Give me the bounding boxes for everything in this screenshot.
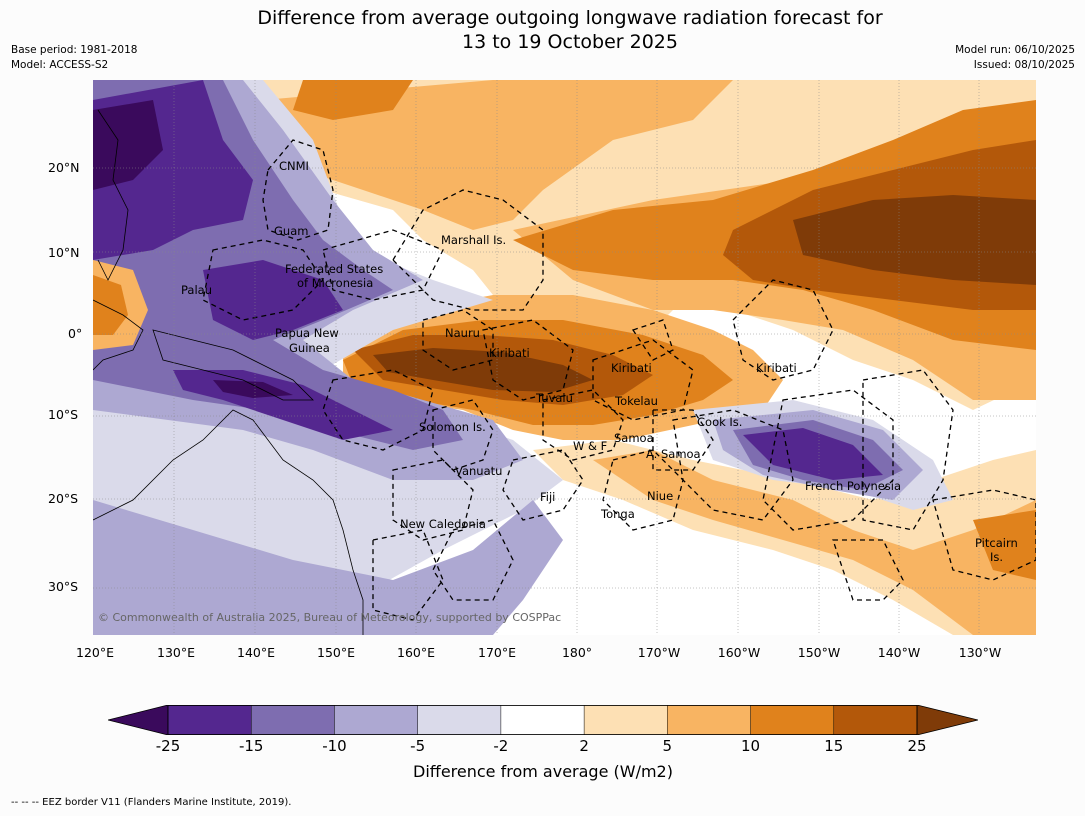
colorbar-title: Difference from average (W/m2) xyxy=(413,762,673,781)
copyright: © Commonwealth of Australia 2025, Bureau… xyxy=(98,611,561,624)
label-fsm-2: of Micronesia xyxy=(297,276,373,290)
colorbar-segment xyxy=(334,705,419,735)
label-palau: Palau xyxy=(181,283,212,297)
label-tonga: Tonga xyxy=(600,507,635,521)
lon-label: 140°E xyxy=(236,645,276,660)
meta-left: Base period: 1981-2018 Model: ACCESS-S2 xyxy=(11,43,137,73)
lat-label: 20°N xyxy=(48,160,80,175)
lon-label: 170°E xyxy=(477,645,517,660)
label-french-polynesia: French Polynesia xyxy=(805,479,901,493)
anomaly-shade-darkest-purple xyxy=(93,100,163,190)
lon-label: 160°E xyxy=(396,645,436,660)
label-vanuatu: Vanuatu xyxy=(455,464,502,478)
anomaly-shade-dark-purple-east xyxy=(743,428,883,480)
anomaly-shade-medium-purple-south xyxy=(93,500,563,635)
colorbar-segment xyxy=(500,705,585,735)
colorbar-segment xyxy=(750,705,835,735)
lat-label: 20°S xyxy=(48,491,79,506)
lon-label: 160°W xyxy=(717,645,761,660)
olr-anomaly-map: CNMI Guam Marshall Is. Federated States … xyxy=(93,80,1036,635)
indonesia-coastline xyxy=(93,299,144,371)
base-period: Base period: 1981-2018 xyxy=(11,44,138,56)
colorbar-tick-label: -15 xyxy=(238,737,264,755)
chart-title: Difference from average outgoing longwav… xyxy=(0,6,1085,54)
lat-label: 0° xyxy=(68,326,83,341)
lon-label: 130°E xyxy=(156,645,196,660)
label-solomon: Solomon Is. xyxy=(419,420,486,434)
label-new-caledonia: New Caledonia xyxy=(400,517,486,531)
label-tuvalu: Tuvalu xyxy=(535,391,573,405)
label-cnmi: CNMI xyxy=(279,159,309,173)
australia-coastline xyxy=(93,409,364,635)
label-tokelau: Tokelau xyxy=(614,394,658,408)
title-line-2: 13 to 19 October 2025 xyxy=(462,31,678,53)
model-run: Model run: 06/10/2025 xyxy=(955,44,1075,56)
label-fiji: Fiji xyxy=(540,490,555,504)
lon-label: 130°W xyxy=(958,645,1002,660)
eez-borders xyxy=(202,139,1036,621)
lon-label: 150°E xyxy=(316,645,356,660)
lat-label: 10°N xyxy=(48,245,80,260)
label-png-2: Guinea xyxy=(289,341,330,355)
colorbar-tick-label: 15 xyxy=(824,737,844,755)
label-wf: W & F xyxy=(573,439,607,453)
colorbar-segment xyxy=(833,705,918,735)
colorbar-tick-label: -10 xyxy=(322,737,347,755)
new-guinea-coastline xyxy=(152,329,314,401)
philippines-coastline xyxy=(97,109,129,281)
label-niue: Niue xyxy=(647,489,673,503)
lon-label: 120°E xyxy=(75,645,115,660)
colorbar-segment xyxy=(250,705,336,735)
issued-date: Issued: 08/10/2025 xyxy=(973,59,1075,71)
label-pitcairn-1: Pitcairn xyxy=(975,536,1018,550)
lon-label: 180° xyxy=(561,645,593,660)
label-marshall: Marshall Is. xyxy=(441,233,506,247)
colorbar-extend-low xyxy=(108,705,169,735)
label-cook: Cook Is. xyxy=(697,415,742,429)
anomaly-shade-dark-orange-west xyxy=(93,275,128,335)
colorbar-segment xyxy=(167,705,252,735)
colorbar-tick-label: 10 xyxy=(741,737,761,755)
colorbar-tick-label: 2 xyxy=(579,737,589,755)
label-fsm-1: Federated States xyxy=(285,262,383,276)
colorbar-segment xyxy=(583,705,669,735)
lon-label: 150°W xyxy=(797,645,841,660)
meta-right: Model run: 06/10/2025 Issued: 08/10/2025 xyxy=(955,43,1075,73)
colorbar-tick-label: 5 xyxy=(662,737,673,755)
model-name: Model: ACCESS-S2 xyxy=(11,59,109,71)
anomaly-shade-orange-south xyxy=(593,450,1036,635)
lat-label: 30°S xyxy=(48,579,79,594)
anomaly-shade-darkest-purple-coral xyxy=(213,380,293,398)
title-line-1: Difference from average outgoing longwav… xyxy=(257,7,883,29)
lat-label: 10°S xyxy=(48,407,79,422)
footer-eez-note: -- -- -- EEZ border V11 (Flanders Marine… xyxy=(11,797,292,808)
label-guam: Guam xyxy=(274,224,308,238)
anomaly-shade-darkest-brown xyxy=(793,195,1036,285)
colorbar-tick-label: -5 xyxy=(410,737,426,755)
anomaly-shade-dark-purple-png xyxy=(203,260,343,340)
colorbar-tick-label: 25 xyxy=(907,737,927,755)
anomaly-shade-dark-orange-south xyxy=(973,510,1036,580)
label-kiribati-central: Kiribati xyxy=(611,361,652,375)
anomaly-shade-darkest-brown-equator xyxy=(373,348,593,392)
colorbar-segment xyxy=(417,705,502,735)
colorbar-tick-label: -25 xyxy=(155,737,181,755)
label-samoa: Samoa xyxy=(614,431,654,445)
anomaly-shade-dark-orange-north xyxy=(293,80,413,120)
colorbar-tick-label: -2 xyxy=(493,737,509,755)
graticule xyxy=(93,80,1036,635)
label-kiribati-east: Kiribati xyxy=(756,361,797,375)
colorbar-segment xyxy=(667,705,752,735)
lon-label: 170°W xyxy=(637,645,681,660)
label-png-1: Papua New xyxy=(275,326,339,340)
anomaly-shade-orange xyxy=(263,80,733,230)
label-pitcairn-2: Is. xyxy=(990,550,1003,564)
label-american-samoa: A. Samoa xyxy=(646,447,701,461)
label-nauru: Nauru xyxy=(445,326,480,340)
lon-label: 140°W xyxy=(877,645,921,660)
colorbar xyxy=(108,705,978,735)
label-kiribati-west: Kiribati xyxy=(489,346,530,360)
colorbar-extend-high xyxy=(916,705,978,735)
